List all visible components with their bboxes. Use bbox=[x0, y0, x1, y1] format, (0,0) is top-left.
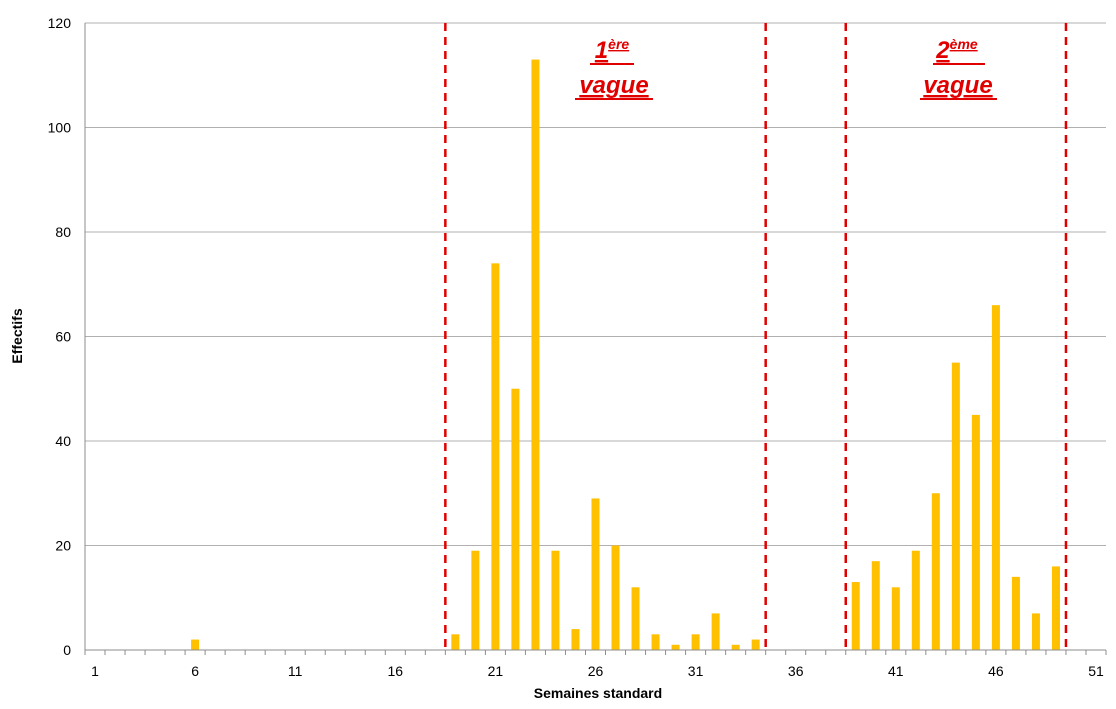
bar bbox=[571, 629, 580, 650]
bar bbox=[1031, 613, 1040, 650]
bar bbox=[471, 550, 480, 650]
bar bbox=[511, 388, 520, 650]
bar bbox=[611, 545, 620, 650]
x-tick-label: 6 bbox=[191, 663, 199, 679]
bar bbox=[951, 362, 960, 650]
bars bbox=[191, 59, 1060, 650]
y-tick-label: 120 bbox=[48, 15, 72, 31]
bar bbox=[631, 587, 640, 650]
wave-annotation-1: 1ère vague bbox=[575, 36, 653, 100]
x-tick-label: 11 bbox=[288, 663, 303, 679]
bar bbox=[931, 493, 940, 650]
y-tick-label: 100 bbox=[48, 120, 72, 136]
y-tick-label: 80 bbox=[55, 224, 71, 240]
bar bbox=[711, 613, 720, 650]
y-tick-label: 20 bbox=[55, 538, 71, 554]
wave-1-superscript: ère bbox=[608, 36, 629, 52]
x-tick-label: 31 bbox=[688, 663, 704, 679]
bar bbox=[731, 644, 740, 650]
bar bbox=[1051, 566, 1060, 650]
x-tick-label: 41 bbox=[888, 663, 904, 679]
svg-text:1ère: 1ère bbox=[595, 36, 630, 64]
bar bbox=[591, 498, 600, 650]
y-tick-label: 0 bbox=[63, 642, 71, 658]
bar bbox=[751, 639, 760, 650]
axes bbox=[84, 23, 1107, 655]
x-tick-label: 51 bbox=[1088, 663, 1104, 679]
bar bbox=[891, 587, 900, 650]
bar bbox=[451, 634, 460, 650]
bar bbox=[991, 305, 1000, 650]
x-tick-label: 36 bbox=[788, 663, 804, 679]
bar bbox=[911, 550, 920, 650]
bar bbox=[191, 639, 200, 650]
x-tick-label: 21 bbox=[488, 663, 504, 679]
y-tick-label: 60 bbox=[55, 329, 71, 345]
bar bbox=[551, 550, 560, 650]
wave-markers bbox=[444, 23, 1068, 650]
svg-text:2ème: 2ème bbox=[935, 36, 978, 64]
y-axis-title: Effectifs bbox=[9, 308, 25, 363]
x-tick-label: 26 bbox=[588, 663, 604, 679]
x-tick-label: 46 bbox=[988, 663, 1004, 679]
bar bbox=[871, 561, 880, 650]
wave-2-word: vague bbox=[923, 72, 992, 99]
wave-1-number: 1 bbox=[595, 37, 608, 64]
x-tick-label: 16 bbox=[388, 663, 404, 679]
wave-annotation-2: 2ème vague bbox=[920, 36, 997, 100]
bar bbox=[531, 59, 540, 650]
bar bbox=[1011, 576, 1020, 650]
wave-2-superscript: ème bbox=[950, 36, 978, 52]
x-tick-label: 1 bbox=[91, 663, 99, 679]
bar bbox=[971, 414, 980, 650]
y-tick-label: 40 bbox=[55, 433, 71, 449]
bar bbox=[691, 634, 700, 650]
bar bbox=[671, 644, 680, 650]
wave-2-number: 2 bbox=[935, 37, 950, 64]
x-axis-title: Semaines standard bbox=[534, 685, 662, 701]
wave-1-word: vague bbox=[579, 72, 648, 99]
bar bbox=[491, 263, 500, 650]
bar bbox=[851, 582, 860, 650]
bar bbox=[651, 634, 660, 650]
